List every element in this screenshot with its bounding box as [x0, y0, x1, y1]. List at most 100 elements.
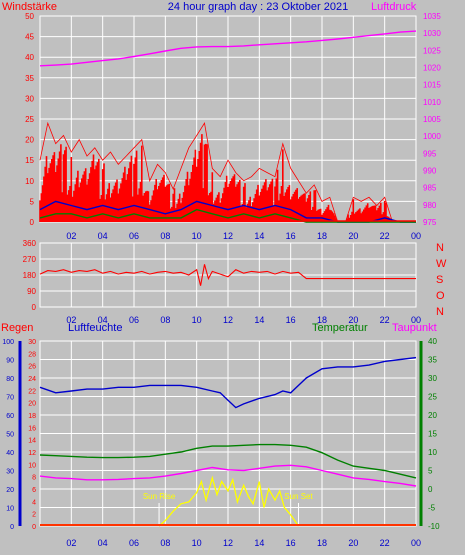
regen-tick-label: 50	[6, 432, 14, 439]
luftfeuchte-tick-label: 14	[28, 438, 36, 445]
luftdruck-tick-label: 1000	[423, 132, 441, 141]
temperatur-tick-label: 30	[428, 374, 437, 383]
x-tick-label: 00	[411, 538, 421, 548]
series-luftfeuchte	[39, 356, 417, 409]
luftdruck-tick-label: 1020	[423, 64, 441, 73]
x-tick-label: 08	[160, 538, 170, 548]
x-tick-label: 10	[192, 315, 202, 325]
luftfeuchte-tick-label: 18	[28, 413, 36, 420]
direction-tick-label: 360	[23, 239, 37, 248]
regen-tick-label: 60	[6, 413, 14, 420]
luftfeuchte-axis-label: Luftfeuchte	[68, 322, 122, 334]
series-taupunkt	[39, 464, 417, 487]
sunrise-label: Sun Rise	[143, 492, 176, 501]
x-tick-label: 08	[160, 315, 170, 325]
luftdruck-tick-labels: 975 980 985 990 995 1000 1005 1010 1015 1020 1025 1…	[423, 12, 441, 227]
x-tick-label: 10	[192, 231, 202, 241]
windstaerke-tick-label: 0	[30, 218, 35, 227]
x-tick-label: 12	[223, 538, 233, 548]
windstaerke-tick-labels: 0 5 10 15 20 25 30 35 40 45 50	[25, 12, 34, 227]
luftfeuchte-tick-label: 28	[28, 351, 36, 358]
windstaerke-tick-label: 15	[25, 156, 34, 165]
x-tick-label: 00	[411, 231, 421, 241]
windstaerke-tick-label: 40	[25, 53, 34, 62]
luftdruck-tick-label: 975	[423, 218, 437, 227]
axis-bars	[18, 341, 423, 526]
x-tick-labels: 02 04 06 08 10 12 14 16 18 20 22 00	[66, 315, 421, 325]
temperatur-tick-label: 15	[428, 430, 437, 439]
gridlines	[40, 340, 417, 527]
luftfeuchte-tick-label: 10	[28, 462, 36, 469]
x-tick-label: 14	[254, 538, 264, 548]
regen-axis-label: Regen	[1, 322, 33, 334]
regen-tick-label: 90	[6, 358, 14, 365]
temperatur-tick-label: 20	[428, 411, 437, 420]
windstaerke-tick-label: 5	[30, 197, 35, 206]
x-tick-label: 14	[254, 231, 264, 241]
luftdruck-axis-label: Luftdruck	[371, 1, 417, 13]
temperatur-tick-label: 5	[428, 467, 433, 476]
x-tick-label: 14	[254, 315, 264, 325]
series-windrichtung	[39, 264, 416, 286]
x-tick-label: 00	[411, 315, 421, 325]
compass-tick-label: O	[436, 290, 445, 302]
luftdruck-tick-label: 1010	[423, 98, 441, 107]
x-tick-label: 18	[317, 538, 327, 548]
compass-tick-label: N	[436, 242, 444, 254]
x-tick-label: 06	[129, 231, 139, 241]
series-wind-max-envelope	[39, 121, 416, 223]
regen-tick-label: 100	[2, 339, 14, 346]
temperatur-tick-labels: -10 -5 0 5 10 15 20 25 30 35 40	[428, 337, 440, 531]
windstaerke-tick-label: 35	[25, 74, 34, 83]
x-tick-label: 04	[98, 538, 108, 548]
x-tick-label: 06	[129, 538, 139, 548]
temperatur-axis-label: Temperatur	[312, 322, 368, 334]
x-tick-label: 10	[192, 538, 202, 548]
luftfeuchte-tick-label: 12	[28, 450, 36, 457]
luftfeuchte-tick-label: 6	[32, 487, 36, 494]
sun-annotations: Sun Rise Sun Set	[143, 492, 314, 524]
gridlines	[40, 242, 417, 308]
wind-pressure-panel: 24 hour graph day : 23 Oktober 2021 Wind…	[2, 1, 441, 241]
x-tick-label: 18	[317, 231, 327, 241]
temperatur-tick-label: 25	[428, 393, 437, 402]
luftfeuchte-tick-label: 26	[28, 364, 36, 371]
luftfeuchte-tick-label: 22	[28, 388, 36, 395]
luftfeuchte-tick-label: 20	[28, 401, 36, 408]
regen-tick-label: 10	[6, 506, 14, 513]
luftdruck-tick-label: 995	[423, 149, 437, 158]
series-group	[39, 264, 416, 286]
direction-tick-label: 180	[23, 271, 37, 280]
luftfeuchte-tick-label: 30	[28, 339, 36, 346]
luftfeuchte-tick-label: 4	[32, 499, 36, 506]
luftdruck-tick-label: 1015	[423, 81, 441, 90]
x-tick-label: 20	[348, 315, 358, 325]
x-tick-labels: 02 04 06 08 10 12 14 16 18 20 22 00	[66, 231, 421, 241]
direction-tick-label: 270	[23, 255, 37, 264]
regen-tick-labels: 0 10 20 30 40 50 60 70 80 90 100	[2, 339, 14, 531]
compass-tick-label: S	[436, 274, 443, 286]
x-tick-label: 02	[66, 315, 76, 325]
x-tick-label: 02	[66, 231, 76, 241]
x-tick-label: 16	[286, 231, 296, 241]
x-tick-label: 18	[317, 315, 327, 325]
windstaerke-tick-label: 30	[25, 94, 34, 103]
x-tick-label: 22	[380, 315, 390, 325]
series-wind-min	[39, 208, 416, 223]
direction-degree-tick-labels: 0 90 180 270 360	[23, 239, 37, 312]
regen-tick-label: 40	[6, 450, 14, 457]
series-group	[39, 30, 417, 223]
luftfeuchte-tick-label: 24	[28, 376, 36, 383]
series-group	[39, 356, 417, 527]
luftdruck-tick-label: 1025	[423, 46, 441, 55]
chart-title: 24 hour graph day : 23 Oktober 2021	[168, 1, 348, 13]
compass-tick-label: N	[436, 306, 444, 318]
x-tick-label: 22	[380, 538, 390, 548]
windstaerke-tick-label: 50	[25, 12, 34, 21]
regen-tick-label: 70	[6, 395, 14, 402]
luftfeuchte-tick-label: 2	[32, 512, 36, 519]
x-tick-label: 16	[286, 538, 296, 548]
